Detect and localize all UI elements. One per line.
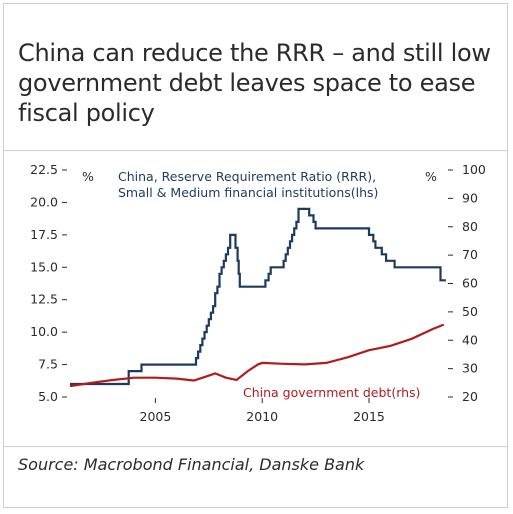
title-divider [3,150,508,151]
left-tick-label: 22.5 [30,162,58,177]
x-tick-label: 2010 [246,409,278,424]
left-tick-label: 17.5 [30,227,58,242]
right-tick-label: 60 [462,276,478,291]
right-tick-label: 20 [462,389,478,404]
debt-series-line [69,323,445,388]
right-tick-label: 40 [462,332,478,347]
debt-series-label: China government debt(rhs) [243,385,420,400]
left-tick-label: 12.5 [30,292,58,307]
left-tick-label: 20.0 [30,194,58,209]
rrr-series-label-line1: China, Reserve Requirement Ratio (RRR), [118,169,376,184]
rrr-series-line [70,207,446,386]
right-axis-unit: % [425,169,437,184]
left-tick-label: 10.0 [30,324,58,339]
chart-card [3,3,508,508]
source-divider [3,446,508,447]
x-tick-label: 2005 [140,409,172,424]
right-tick-label: 30 [462,361,478,376]
rrr-series-label-line2: Small & Medium financial institutions(lh… [118,185,378,200]
left-tick-label: 7.5 [38,357,58,372]
right-tick-label: 50 [462,304,478,319]
source-note: Source: Macrobond Financial, Danske Bank [18,455,365,474]
left-tick-label: 5.0 [38,389,58,404]
right-tick-label: 100 [462,162,486,177]
left-tick-label: 15.0 [30,259,58,274]
x-tick-label: 2015 [353,409,385,424]
right-axis: 20 30 40 50 60 70 80 90 100 [448,162,486,404]
right-tick-label: 80 [462,219,478,234]
right-tick-label: 90 [462,190,478,205]
x-axis: 2005 2010 2015 [140,398,385,424]
right-tick-label: 70 [462,247,478,262]
chart-title: China can reduce the RRR – and still low… [18,39,491,127]
left-axis: 5.0 7.5 10.0 12.5 15.0 17.5 20.0 22.5 [30,162,67,404]
left-axis-unit: % [82,169,94,184]
